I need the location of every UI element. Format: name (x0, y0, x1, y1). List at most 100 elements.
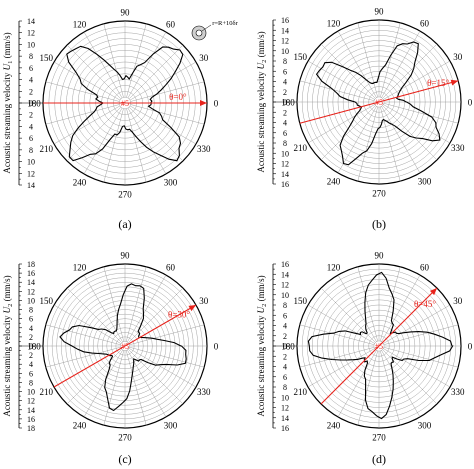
angle-tick-label: 330 (197, 387, 211, 397)
center-label: #5 (121, 99, 129, 108)
axis-title-subscript: 2 (7, 304, 14, 307)
radial-tick-label: 8 (29, 146, 33, 155)
grid-spoke (383, 103, 459, 124)
angle-tick-label: 180 (281, 98, 295, 108)
angle-tick-label: 270 (118, 190, 132, 200)
radial-tick-label: 14 (27, 17, 35, 26)
angle-tick-label: 90 (121, 251, 131, 261)
grid-spoke (299, 347, 375, 368)
radial-tick-label: 14 (281, 270, 289, 279)
axis-title-unit: (mm/s) (256, 275, 266, 303)
radial-tick-label: 6 (29, 315, 33, 324)
angle-tick-label: 240 (73, 420, 87, 430)
grid-spoke (83, 274, 123, 343)
grid-spoke (126, 108, 147, 183)
axis-title-text: Acoustic streaming velocity (256, 69, 266, 172)
grid-spoke (83, 349, 123, 418)
angle-tick-label: 300 (164, 420, 178, 430)
angle-tick-label: 60 (420, 19, 430, 29)
angle-tick-label: 330 (451, 387, 465, 397)
radial-tick-label: 8 (29, 378, 33, 387)
grid-spoke (128, 348, 197, 388)
radial-tick-label: 6 (29, 134, 33, 143)
grid-spoke (307, 104, 375, 144)
angle-tick-label: 210 (39, 144, 53, 154)
axis-title-variable: U (2, 306, 12, 313)
angle-tick-label: 120 (73, 263, 87, 273)
grid-spoke (299, 80, 375, 101)
grid-spoke (53, 105, 121, 145)
radial-tick-label: 4 (29, 324, 33, 333)
angle-tick-label: 330 (197, 144, 211, 154)
grid-spoke (127, 274, 167, 343)
radial-tick-label: 4 (283, 322, 287, 331)
axis-title-unit: (mm/s) (256, 31, 266, 59)
axis-title: Acoustic streaming velocity U2 (mm/s) (256, 31, 268, 172)
grid-spoke (382, 349, 438, 405)
grid-spoke (357, 350, 378, 426)
angle-tick-label: 330 (451, 143, 465, 153)
radial-tick-label: 4 (283, 119, 287, 128)
angle-annotation: θ=45° (414, 299, 436, 309)
grid-spoke (357, 266, 378, 342)
axis-title-subscript: 2 (261, 304, 268, 307)
grid-spoke (127, 31, 167, 99)
grid-spoke (127, 349, 167, 418)
grid-spoke (66, 106, 122, 162)
axis-title-text: Acoustic streaming velocity (256, 313, 266, 416)
center-label: #5 (121, 342, 129, 351)
radial-tick-label: 16 (281, 424, 289, 433)
radial-tick-label: 16 (27, 269, 35, 278)
grid-spoke (383, 304, 451, 344)
grid-spoke (129, 324, 205, 346)
angle-tick-label: 30 (453, 296, 463, 306)
axis-title-subscript: 1 (7, 61, 14, 64)
angle-tick-label: 90 (375, 251, 385, 261)
grid-spoke (128, 349, 184, 405)
grid-spoke (129, 346, 205, 368)
grid-spoke (307, 348, 375, 388)
radial-tick-label: 12 (27, 287, 35, 296)
radial-tick-label: 10 (281, 149, 289, 158)
velocity-series-line (315, 41, 441, 166)
grid-spoke (380, 350, 401, 426)
center-label: #5 (375, 342, 383, 351)
grid-spoke (381, 350, 421, 418)
angle-tick-label: 240 (73, 177, 87, 187)
radial-tick-label: 14 (27, 181, 35, 190)
angle-tick-label: 60 (420, 263, 430, 273)
panel-label: (d) (372, 452, 386, 466)
angle-tick-label: 0 (468, 98, 473, 108)
radial-tick-label: 2 (29, 351, 33, 360)
radial-tick-label: 12 (27, 29, 35, 38)
polar-panel-3: 0306090120150180210240270300330022446688… (2, 251, 219, 467)
velocity-series-line (59, 283, 187, 412)
direction-arrow-head (450, 79, 459, 86)
angle-tick-label: 120 (327, 263, 341, 273)
angle-tick-label: 150 (293, 52, 307, 62)
radial-tick-label: 4 (29, 76, 33, 85)
axis-title: Acoustic streaming velocity U2 (mm/s) (2, 275, 14, 416)
radial-tick-label: 6 (283, 373, 287, 382)
grid-spoke (383, 348, 451, 388)
velocity-series-line (66, 45, 184, 162)
radial-tick-label: 8 (283, 383, 287, 392)
grid-spoke (126, 23, 147, 98)
radial-tick-label: 14 (27, 406, 35, 415)
axis-title-variable: U (256, 306, 266, 313)
grid-spoke (380, 266, 401, 342)
grid-spoke (129, 61, 197, 101)
grid-spoke (320, 105, 376, 161)
radial-tick-label: 10 (27, 296, 35, 305)
angle-tick-label: 240 (327, 420, 341, 430)
radial-tick-label: 2 (283, 108, 287, 117)
direction-arrow-line (299, 80, 459, 124)
grid-spoke (103, 23, 124, 98)
radial-tick-label: 2 (283, 88, 287, 97)
grid-spoke (337, 350, 377, 418)
angle-tick-label: 300 (164, 177, 178, 187)
panel-label: (c) (118, 452, 131, 466)
radial-tick-label: 14 (281, 26, 289, 35)
radial-tick-label: 8 (283, 139, 287, 148)
polar-panel-1: 0 30 60 90 120 150 180 210 240 270 300 330 0 2 2 4 4 6 6 8 8… (2, 8, 239, 232)
